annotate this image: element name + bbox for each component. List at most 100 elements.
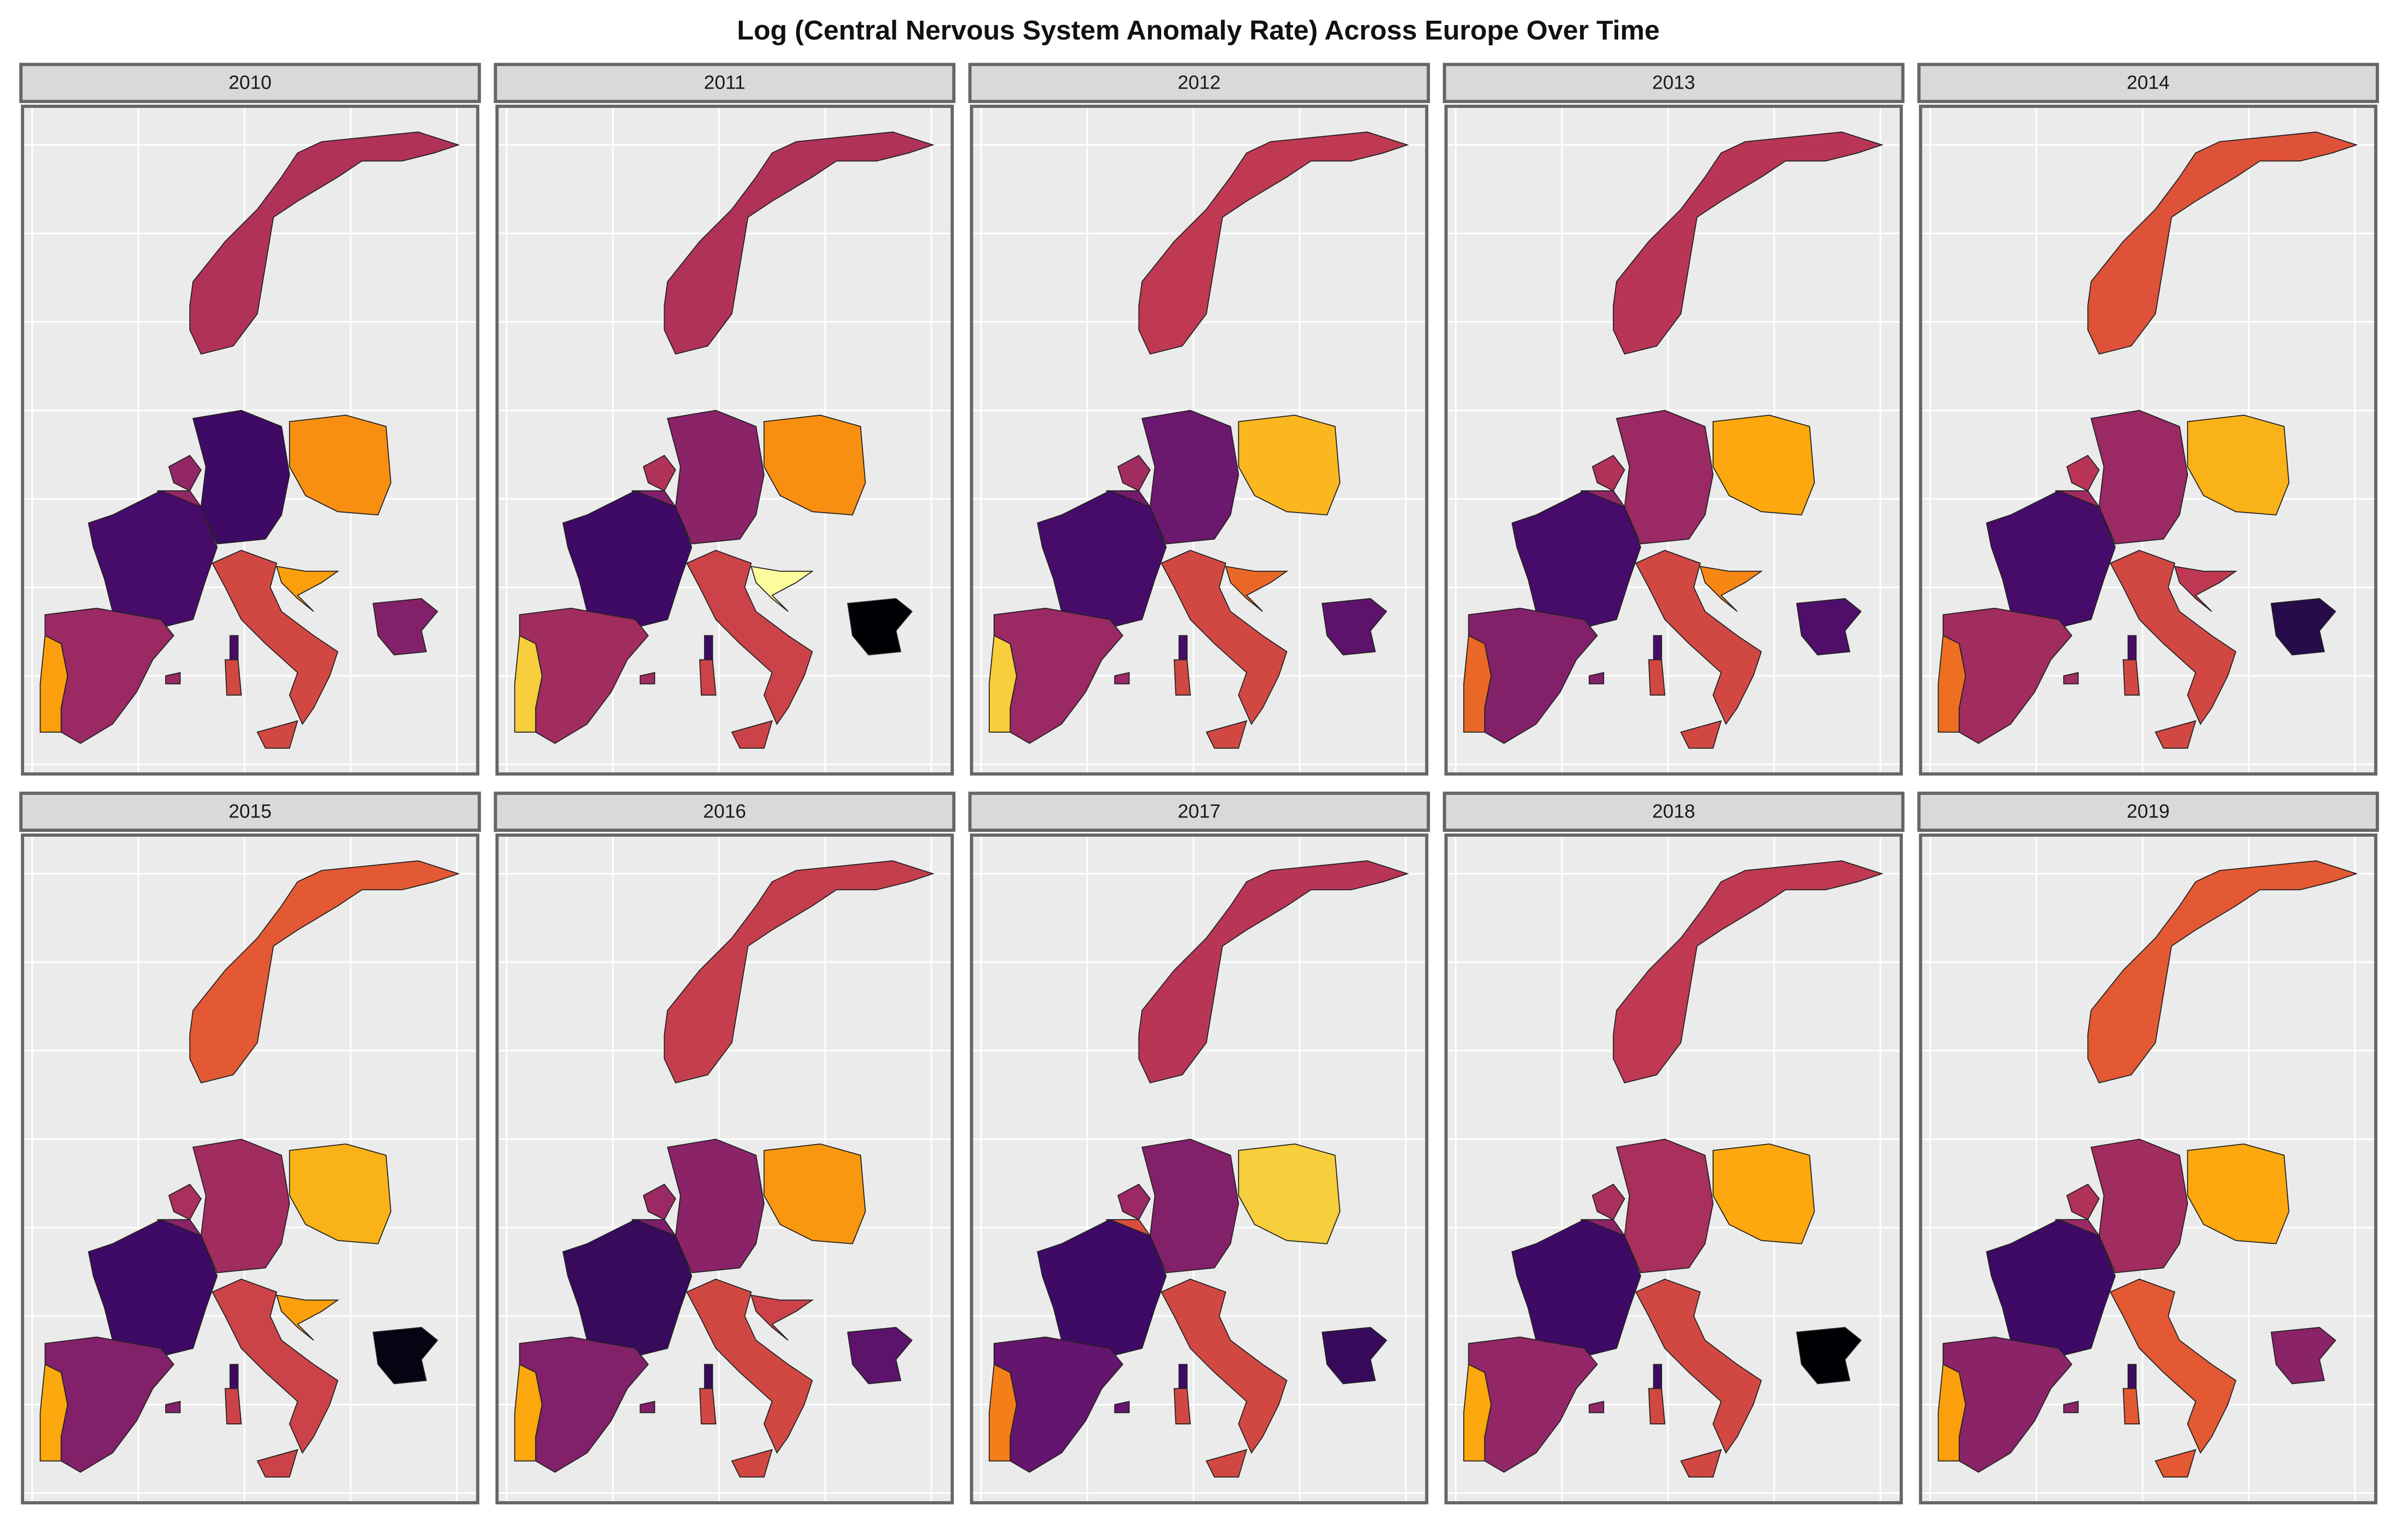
region [1592,1184,1625,1221]
strip [494,791,955,832]
region [192,409,290,545]
region [1616,409,1714,545]
region [2066,455,2100,492]
strip [1917,63,2379,103]
region [514,634,543,733]
region [189,132,460,355]
region [1713,1143,1815,1245]
strip-label: 2014 [2127,72,2170,93]
region [1117,1184,1151,1221]
region [1635,550,1762,725]
region [1937,634,1966,733]
region [289,1143,392,1245]
region [847,598,913,656]
region [1178,635,1188,660]
region [2270,1327,2336,1384]
region [276,566,340,612]
facet: 2012 [968,63,1430,776]
region [2174,566,2238,612]
region [2063,1401,2079,1413]
region [1322,1327,1387,1384]
region [699,659,717,696]
region [989,634,1017,733]
region [289,414,392,516]
region [1463,1363,1492,1461]
region [2066,1184,2100,1221]
region [168,1184,202,1221]
region [1699,566,1763,612]
region [1511,490,1641,628]
region [1713,414,1815,516]
region [1037,1219,1167,1357]
strip-label: 2012 [1178,72,1220,93]
region [1161,1278,1288,1454]
region [256,720,299,749]
region [763,414,866,516]
strip-label: 2010 [229,72,272,93]
facet: 2019 [1917,791,2379,1505]
region [699,1388,717,1425]
strip [1442,791,1905,832]
region [88,1219,218,1357]
region [731,720,773,749]
region [2090,1138,2188,1274]
strip-label: 2018 [1652,801,1695,822]
region [1648,659,1665,696]
strip [968,63,1430,103]
region [1205,1449,1247,1478]
region [165,672,181,685]
region [2155,720,2197,749]
region [39,634,68,733]
region [1612,860,1884,1084]
strip [494,63,955,103]
region [1680,720,1722,749]
region [514,1363,543,1461]
region [704,1364,713,1389]
region [1138,132,1409,355]
region [1463,634,1492,733]
region [1986,1219,2116,1357]
region [1205,720,1247,749]
region [2187,414,2290,516]
region [640,672,655,685]
region [189,860,460,1084]
region [562,490,693,628]
region [1796,1327,1862,1384]
region [2155,1449,2197,1478]
region [664,132,935,355]
strip-label: 2015 [229,801,272,822]
region [1648,1388,1665,1425]
strip-label: 2019 [2127,801,2170,822]
region [667,1138,765,1274]
strip [19,63,481,103]
region [1238,1143,1341,1245]
region [2270,598,2336,656]
region [1635,1278,1762,1454]
region [1174,659,1191,696]
region [372,598,438,656]
region [211,550,339,725]
region [2087,132,2358,355]
region [1588,672,1604,685]
region [667,409,765,545]
facet: 2018 [1442,791,1905,1505]
region [224,1388,242,1425]
region [1037,490,1167,628]
region [1680,1449,1722,1478]
region [229,635,239,660]
region [1616,1138,1714,1274]
region [1141,1138,1239,1274]
region [731,1449,773,1478]
region [642,455,676,492]
region [1612,132,1884,355]
region [1511,1219,1641,1357]
region [224,659,242,696]
region [1588,1401,1604,1413]
region [1986,490,2116,628]
region [276,1294,340,1341]
region [2109,1278,2237,1454]
region [1114,672,1130,685]
region [372,1327,438,1384]
